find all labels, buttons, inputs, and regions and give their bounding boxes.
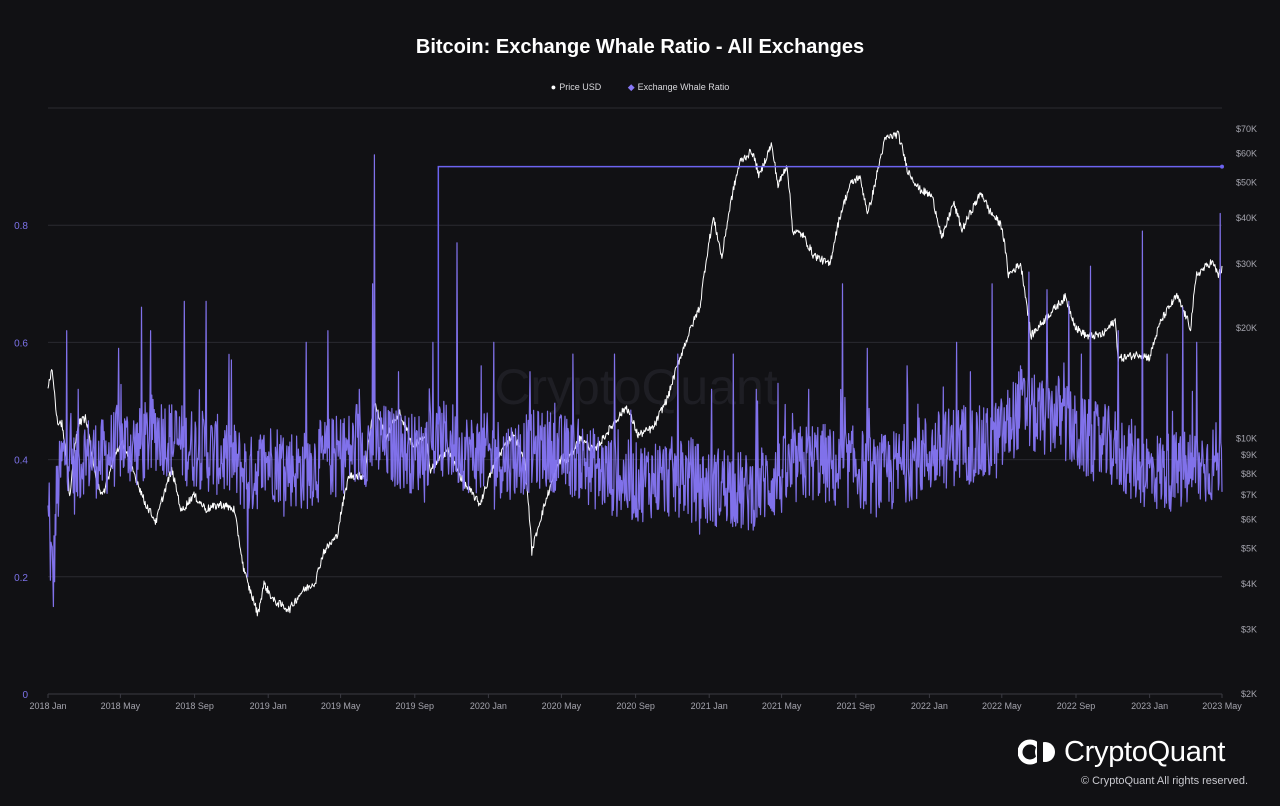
copyright-text: © CryptoQuant All rights reserved. — [1080, 775, 1248, 787]
y-right-tick-label: $5K — [1241, 543, 1257, 553]
y-right-tick-label: $3K — [1241, 625, 1257, 635]
x-tick-label: 2021 May — [762, 701, 802, 711]
legend-item-whale-ratio[interactable]: ◆ Exchange Whale Ratio — [628, 82, 729, 93]
brand-name: CryptoQuant — [1064, 735, 1226, 768]
y-right-tick-label: $30K — [1236, 259, 1257, 269]
x-tick-label: 2018 Jan — [29, 701, 66, 711]
whale-ratio-series — [47, 154, 1223, 608]
y-right-tick-label: $10K — [1236, 433, 1257, 443]
y-right-tick-label: $7K — [1241, 490, 1257, 500]
y-right-tick-label: $2K — [1241, 689, 1257, 699]
x-tick-label: 2022 Jan — [911, 701, 948, 711]
y-left-tick-label: 0.6 — [14, 338, 28, 349]
x-tick-label: 2018 May — [101, 701, 141, 711]
y-right-tick-label: $8K — [1241, 469, 1257, 479]
y-right-tick-label: $9K — [1241, 450, 1257, 460]
price-series — [47, 130, 1223, 617]
x-tick-label: 2019 Jan — [250, 701, 287, 711]
annotations — [437, 164, 1224, 425]
y-right-tick-label: $6K — [1241, 514, 1257, 524]
x-tick-label: 2021 Jan — [691, 701, 728, 711]
y-right-tick-label: $40K — [1236, 213, 1257, 223]
legend-label-price: Price USD — [559, 82, 602, 92]
axes: 0 0.2 0.4 0.6 0.8 $2K $3K $4K $5K $6K $7K $8K $9K $10… — [14, 124, 1257, 711]
y-left-tick-label: 0.8 — [14, 221, 28, 232]
threshold-end-marker — [1220, 164, 1224, 169]
x-tick-label: 2022 Sep — [1057, 701, 1096, 711]
x-tick-label: 2019 Sep — [396, 701, 435, 711]
brand-logo: CryptoQuant — [1018, 734, 1225, 770]
x-tick-label: 2020 Jan — [470, 701, 507, 711]
diamond-marker-icon: ◆ — [627, 82, 635, 92]
x-tick-label: 2021 Sep — [837, 701, 876, 711]
legend-label-whale-ratio: Exchange Whale Ratio — [637, 82, 730, 92]
y-left-tick-label: 0 — [22, 690, 28, 701]
x-tick-label: 2018 Sep — [175, 701, 214, 711]
y-right-tick-label: $4K — [1241, 579, 1257, 589]
price-usd-line — [47, 130, 1223, 617]
y-right-tick-label: $70K — [1236, 124, 1257, 134]
x-tick-label: 2020 May — [542, 701, 582, 711]
x-tick-label: 2019 May — [321, 701, 361, 711]
cryptoquant-logo-icon — [1018, 739, 1055, 765]
y-right-tick-label: $60K — [1236, 149, 1257, 159]
watermark-text: CryptoQuant — [494, 359, 778, 415]
x-tick-label: 2023 May — [1202, 701, 1242, 711]
y-right-tick-label: $20K — [1236, 323, 1257, 333]
legend-item-price[interactable]: ● Price USD — [551, 82, 601, 92]
x-tick-label: 2022 May — [982, 701, 1022, 711]
threshold-line — [437, 165, 1222, 425]
circle-marker-icon: ● — [550, 82, 557, 92]
y-right-tick-label: $50K — [1236, 178, 1257, 188]
whale-ratio-line — [47, 154, 1223, 608]
legend: ● Price USD ◆ Exchange Whale Ratio — [0, 82, 1280, 93]
x-tick-label: 2023 Jan — [1131, 701, 1168, 711]
chart-title: Bitcoin: Exchange Whale Ratio - All Exch… — [415, 36, 865, 58]
y-left-tick-label: 0.4 — [14, 456, 28, 467]
x-tick-label: 2020 Sep — [616, 701, 655, 711]
y-left-tick-label: 0.2 — [14, 573, 28, 584]
